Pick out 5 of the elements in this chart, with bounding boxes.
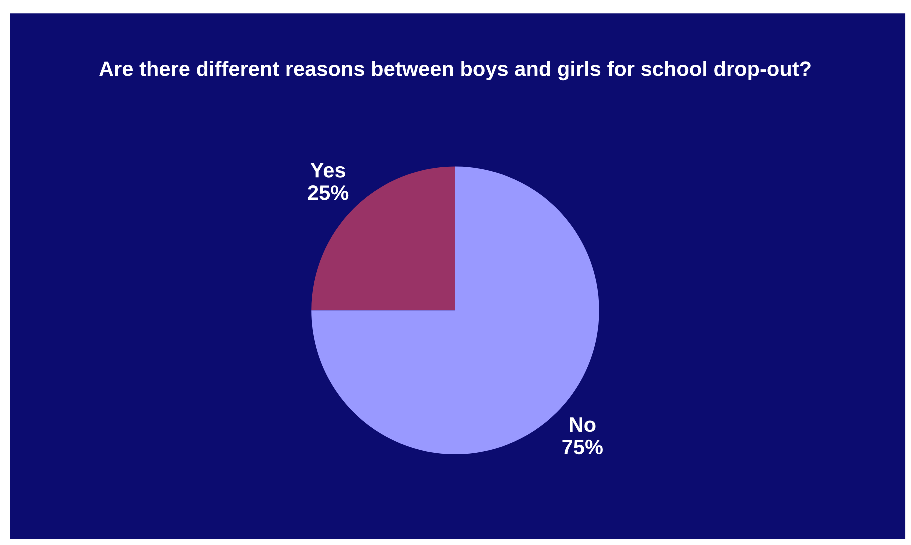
slice-label: Yes: [310, 163, 346, 178]
data-label: 75%: [562, 440, 603, 455]
slice-label: No: [570, 418, 596, 432]
chart-title: Are there different reasons between boys and girls for school drop-out?: [100, 61, 811, 81]
data-label: 25%: [308, 186, 349, 200]
